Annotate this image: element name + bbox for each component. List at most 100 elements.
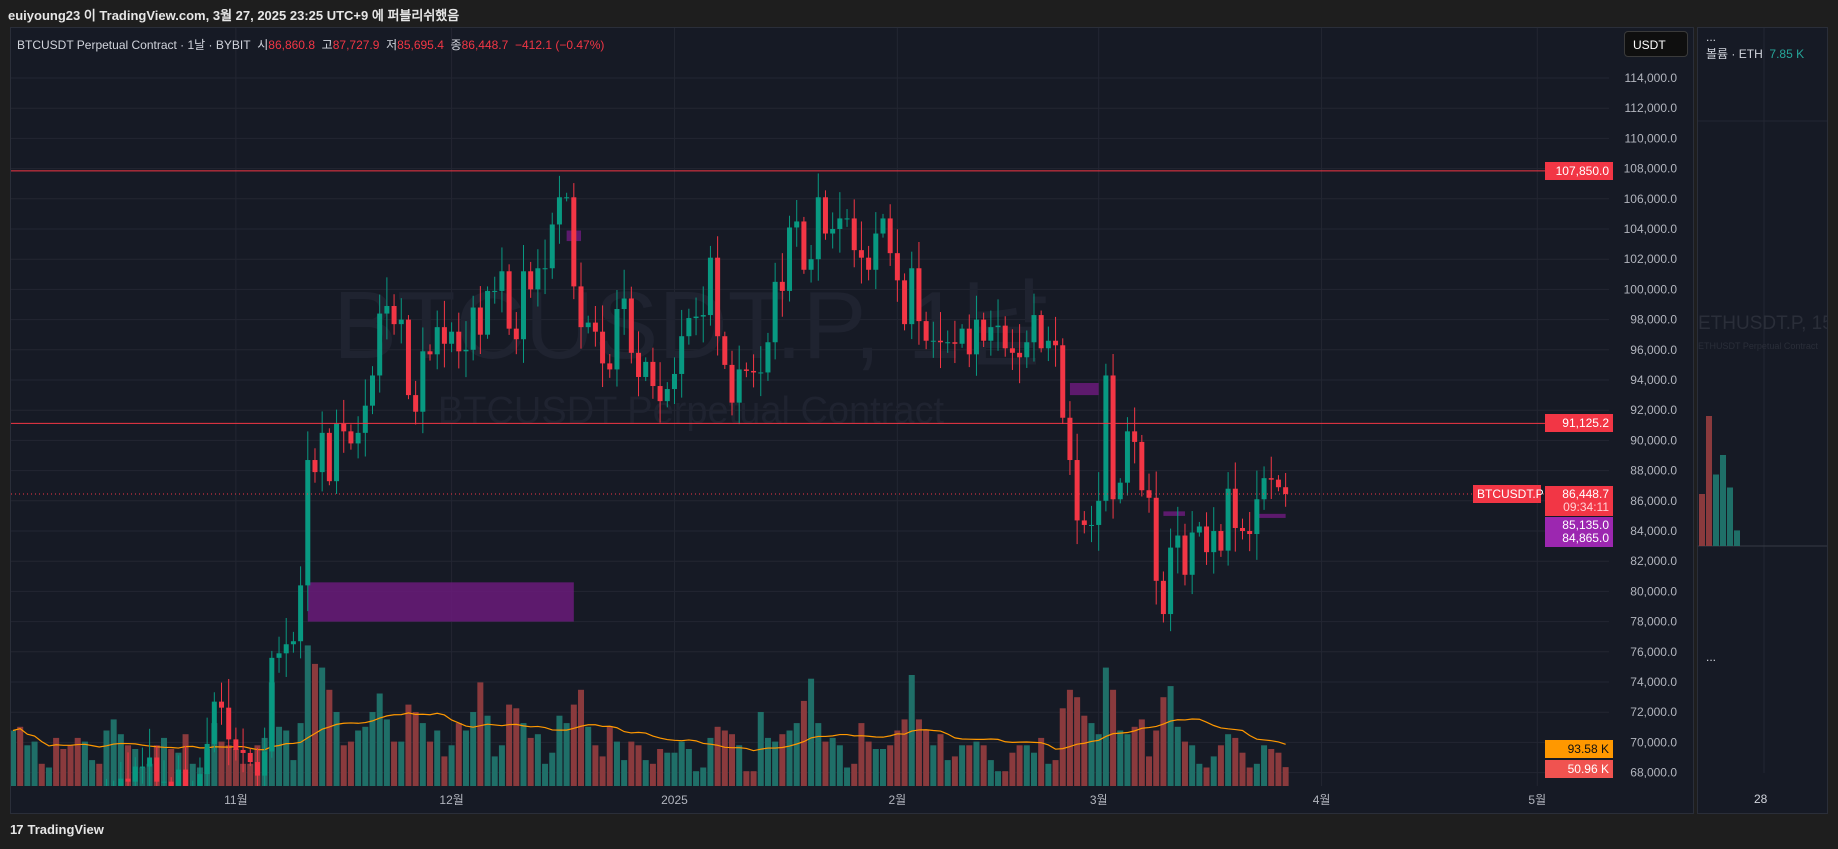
price-tick-label: 88,000.0 [1630, 464, 1677, 478]
side-volume-label: 볼륨 · ETH [1706, 47, 1763, 61]
volume-bar [1239, 752, 1246, 786]
volume-bar [606, 726, 613, 786]
candle-body [1089, 524, 1094, 526]
volume-bar [218, 741, 225, 786]
side-watermark-sub: ETHUSDT Perpetual Contract [1698, 341, 1818, 351]
candle-body [815, 197, 821, 260]
candle-body [154, 757, 160, 782]
candle-body [981, 319, 987, 341]
tradingview-logo-icon: 17 [10, 822, 24, 837]
volume-bar [1246, 767, 1253, 786]
candle-body [298, 585, 304, 642]
main-chart-pane[interactable]: 68,000.0 70,000.0 72,000.0 74,000.0 76,000.0… [10, 27, 1694, 814]
volume-bar [808, 678, 815, 786]
volume-bar [1016, 745, 1023, 786]
volume-bar [96, 763, 103, 786]
footer-brand[interactable]: 17 TradingView [10, 822, 104, 837]
volume-bar [283, 730, 290, 786]
candle-body [1196, 526, 1202, 533]
volume-bar [570, 704, 577, 786]
volume-bar [879, 749, 886, 786]
candle-body [549, 224, 555, 269]
candle-body [405, 319, 411, 396]
open-label: 시 [257, 38, 269, 52]
candle-body [492, 290, 498, 292]
candle-body [434, 327, 440, 355]
price-tick-label: 112,000.0 [1625, 101, 1678, 115]
brand-name: TradingView [27, 822, 104, 837]
candle-body [772, 281, 778, 343]
currency-button[interactable]: USDT [1624, 31, 1688, 57]
price-tick-label: 102,000.0 [1624, 252, 1678, 266]
volume-bar [872, 749, 879, 786]
volume-bar [1232, 737, 1239, 786]
candle-body [1189, 532, 1195, 575]
volume-bar [117, 734, 124, 786]
candle-body [1002, 325, 1008, 349]
price-tick-label: 90,000.0 [1630, 433, 1677, 447]
volume-bar [520, 723, 527, 786]
volume-bar [685, 749, 692, 786]
time-tick-label: 5월 [1528, 793, 1546, 807]
candle-body [226, 707, 232, 740]
volume-bar [31, 741, 38, 786]
candle-body [1045, 340, 1051, 349]
candle-body [535, 268, 541, 290]
volume-bar [1023, 745, 1030, 786]
candle-body [592, 322, 598, 332]
candle-body [305, 460, 311, 586]
close-value: 86,448.7 [461, 38, 509, 52]
price-tick-label: 110,000.0 [1625, 131, 1678, 145]
eth-side-pane[interactable]: ... 볼륨 · ETH 7.85 K ETHUSDT.P, 15 ETHUSD… [1697, 27, 1828, 814]
price-tick-label: 82,000.0 [1630, 554, 1677, 568]
volume-bar [951, 756, 958, 786]
candle-body [758, 372, 764, 374]
candle-body [959, 328, 965, 344]
candle-body [183, 769, 189, 786]
price-tick-label: 100,000.0 [1624, 282, 1678, 296]
symbol-legend: BTCUSDT Perpetual Contract · 1날 · BYBIT … [17, 36, 604, 53]
candle-body [1168, 547, 1174, 615]
volume-bar [527, 737, 534, 786]
candle-body [1009, 348, 1015, 353]
candle-body [528, 271, 534, 290]
volume-bar [772, 741, 779, 786]
candle-body [973, 319, 979, 355]
volume-bar [17, 726, 24, 786]
candle-body [1239, 527, 1245, 531]
side-menu-dots[interactable]: ... [1706, 30, 1717, 44]
zone-high-price: 85,135.0 [1562, 518, 1609, 533]
candle-body [808, 259, 814, 270]
legend-symbol[interactable]: BTCUSDT Perpetual Contract · 1날 · BYBIT [17, 38, 251, 52]
candle-body [1038, 315, 1044, 349]
candle-body [844, 218, 850, 220]
volume-bar [693, 771, 700, 786]
candle-body [1247, 531, 1253, 535]
volume-bar [1153, 730, 1160, 786]
candle-body [312, 460, 318, 473]
volume-bar [1117, 730, 1124, 786]
candle-body [370, 375, 375, 406]
candle-body [643, 361, 649, 377]
side-lower-menu-dots[interactable]: ... [1706, 650, 1717, 664]
candle-body [830, 229, 836, 234]
volume-bar [276, 726, 283, 786]
candle-body [147, 757, 153, 767]
price-chart[interactable]: 68,000.0 70,000.0 72,000.0 74,000.0 76,000.0… [11, 28, 1694, 813]
volume-bar [1052, 760, 1059, 786]
candle-body [125, 778, 131, 782]
side-volume-value: 7.85 K [1769, 47, 1805, 61]
candle-body [1268, 478, 1274, 480]
volume-bar [563, 723, 570, 786]
volume-bar [391, 741, 398, 786]
candle-body [966, 328, 972, 355]
price-tick-label: 70,000.0 [1630, 735, 1677, 749]
candle-body [520, 271, 526, 340]
price-tick-label: 92,000.0 [1630, 403, 1677, 417]
candle-body [348, 431, 354, 444]
candle-body [197, 774, 203, 786]
volume-bar [53, 737, 60, 786]
volume-bar [506, 704, 513, 786]
price-tick-label: 68,000.0 [1630, 766, 1677, 780]
candle-body [1060, 345, 1066, 418]
